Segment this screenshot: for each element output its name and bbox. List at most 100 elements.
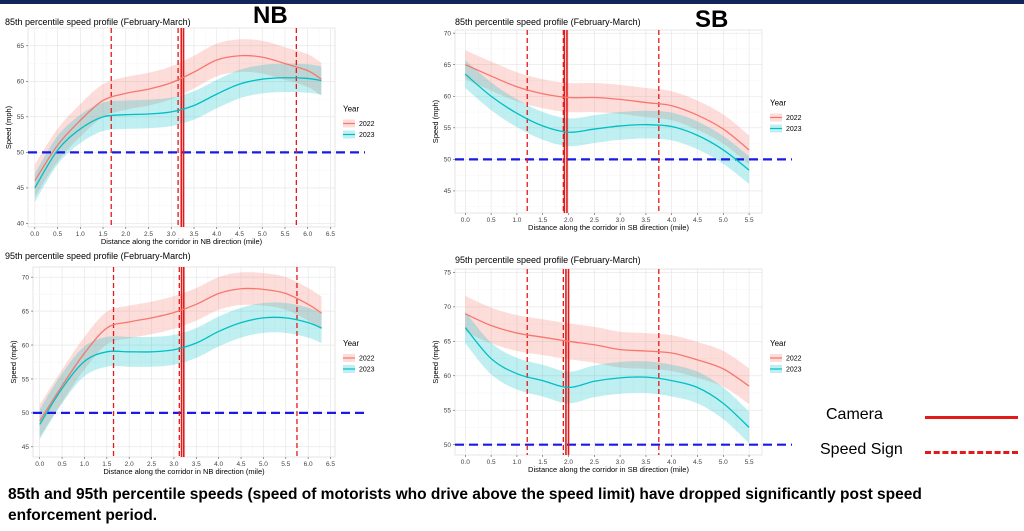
x-tick-label: 2.5 bbox=[147, 461, 156, 468]
y-tick-label: 60 bbox=[17, 79, 25, 86]
x-tick-label: 0.5 bbox=[487, 459, 496, 466]
x-tick-label: 5.0 bbox=[719, 217, 728, 224]
x-tick-label: 0.5 bbox=[487, 217, 496, 224]
x-tick-label: 1.5 bbox=[102, 461, 111, 468]
x-tick-label: 2.0 bbox=[125, 461, 134, 468]
x-tick-label: 6.5 bbox=[326, 231, 335, 238]
x-tick-label: 2.5 bbox=[590, 217, 599, 224]
confidence-band-2022 bbox=[465, 295, 750, 405]
x-tick-label: 1.0 bbox=[512, 459, 521, 466]
chart-title-sb85: 85th percentile speed profile (February-… bbox=[455, 17, 641, 27]
chart-title-nb95: 95th percentile speed profile (February-… bbox=[5, 251, 191, 261]
series-line-2023 bbox=[39, 316, 322, 425]
x-tick-label: 3.0 bbox=[169, 461, 178, 468]
confidence-band-2023 bbox=[465, 60, 750, 184]
x-tick-label: 2.5 bbox=[590, 459, 599, 466]
y-tick-label: 50 bbox=[444, 442, 452, 449]
legend-entry-2022: 2022 bbox=[786, 356, 802, 363]
summary-caption: 85th and 95th percentile speeds (speed o… bbox=[8, 486, 922, 524]
chart-title-sb95: 95th percentile speed profile (February-… bbox=[455, 255, 641, 265]
series-line-2022 bbox=[465, 64, 750, 151]
x-tick-label: 0.0 bbox=[35, 461, 44, 468]
y-tick-label: 70 bbox=[22, 274, 30, 281]
legend-entry-2023: 2023 bbox=[786, 126, 802, 133]
x-tick-label: 5.0 bbox=[719, 459, 728, 466]
legend-camera-line bbox=[925, 416, 1018, 419]
x-axis-label: Distance along the corridor in NB direct… bbox=[103, 467, 265, 476]
x-tick-label: 0.5 bbox=[53, 231, 62, 238]
x-tick-label: 1.0 bbox=[80, 461, 89, 468]
legend-entry-2023: 2023 bbox=[359, 132, 375, 139]
x-tick-label: 5.0 bbox=[258, 231, 267, 238]
x-tick-label: 2.0 bbox=[564, 459, 573, 466]
y-tick-label: 45 bbox=[17, 185, 25, 192]
x-tick-label: 2.5 bbox=[144, 231, 153, 238]
x-tick-label: 4.5 bbox=[235, 231, 244, 238]
y-tick-label: 65 bbox=[444, 62, 452, 69]
x-tick-label: 1.5 bbox=[538, 459, 547, 466]
y-tick-label: 50 bbox=[17, 150, 25, 157]
y-tick-label: 55 bbox=[444, 125, 452, 132]
y-tick-label: 45 bbox=[444, 188, 452, 195]
x-tick-label: 0.0 bbox=[30, 231, 39, 238]
y-tick-label: 60 bbox=[22, 342, 30, 349]
legend-camera-label: Camera bbox=[826, 406, 883, 423]
x-tick-label: 6.5 bbox=[326, 461, 335, 468]
confidence-band-2022 bbox=[465, 50, 750, 165]
x-tick-label: 3.0 bbox=[167, 231, 176, 238]
y-tick-label: 65 bbox=[444, 339, 452, 346]
x-tick-label: 0.5 bbox=[58, 461, 67, 468]
y-axis-label: Speed (mph) bbox=[431, 99, 440, 143]
x-tick-label: 1.5 bbox=[99, 231, 108, 238]
y-tick-label: 45 bbox=[22, 444, 30, 451]
x-tick-label: 1.5 bbox=[538, 217, 547, 224]
y-tick-label: 60 bbox=[444, 94, 452, 101]
legend-speed-sign-line bbox=[925, 451, 1018, 454]
x-tick-label: 3.5 bbox=[189, 231, 198, 238]
x-tick-label: 5.5 bbox=[745, 217, 754, 224]
series-line-2022 bbox=[39, 287, 322, 422]
confidence-band-2023 bbox=[39, 302, 322, 440]
x-tick-label: 1.0 bbox=[512, 217, 521, 224]
series-line-2023 bbox=[464, 327, 750, 428]
sb-heading: SB bbox=[695, 6, 729, 33]
legend-speed-sign-label: Speed Sign bbox=[820, 441, 903, 458]
series-line-2023 bbox=[464, 73, 750, 171]
nb-heading: NB bbox=[253, 2, 288, 29]
x-tick-label: 6.0 bbox=[304, 461, 313, 468]
x-tick-label: 4.5 bbox=[693, 459, 702, 466]
y-tick-label: 40 bbox=[17, 221, 25, 228]
x-tick-label: 5.0 bbox=[259, 461, 268, 468]
x-tick-label: 4.5 bbox=[237, 461, 246, 468]
y-axis-label: Speed (mph) bbox=[9, 340, 18, 384]
x-tick-label: 4.0 bbox=[214, 461, 223, 468]
chart-title-nb85: 85th percentile speed profile (February-… bbox=[5, 17, 191, 27]
series-line-2023 bbox=[34, 77, 322, 189]
x-tick-label: 2.0 bbox=[564, 217, 573, 224]
legend-entry-2022: 2022 bbox=[786, 115, 802, 122]
x-tick-label: 3.5 bbox=[641, 459, 650, 466]
chart-sb-85th: 0.0 0.5 1.0 1.5 2.0 2.5 3.0 3.5 4.0 4.5 5.0 5.5 45 50… bbox=[431, 29, 802, 232]
y-tick-label: 60 bbox=[444, 373, 452, 380]
y-tick-label: 70 bbox=[444, 30, 452, 37]
legend-title: Year bbox=[343, 339, 360, 348]
legend-title: Year bbox=[770, 339, 787, 348]
plot-panel bbox=[454, 268, 763, 456]
x-tick-label: 3.5 bbox=[192, 461, 201, 468]
x-tick-label: 4.0 bbox=[667, 459, 676, 466]
confidence-band-2022 bbox=[39, 272, 322, 438]
x-tick-label: 4.0 bbox=[667, 217, 676, 224]
x-tick-label: 2.0 bbox=[121, 231, 130, 238]
x-tick-label: 0.0 bbox=[461, 217, 470, 224]
legend-entry-2022: 2022 bbox=[359, 356, 375, 363]
x-tick-label: 1.0 bbox=[76, 231, 85, 238]
x-tick-label: 0.0 bbox=[461, 459, 470, 466]
y-tick-label: 70 bbox=[444, 304, 452, 311]
x-tick-label: 3.5 bbox=[641, 217, 650, 224]
series-line-2022 bbox=[465, 313, 750, 387]
x-tick-label: 4.5 bbox=[693, 217, 702, 224]
series-line-2022 bbox=[34, 54, 322, 182]
y-tick-label: 50 bbox=[444, 157, 452, 164]
y-axis-label: Speed (mph) bbox=[431, 340, 440, 384]
x-axis-label: Distance along the corridor in NB direct… bbox=[101, 237, 263, 246]
